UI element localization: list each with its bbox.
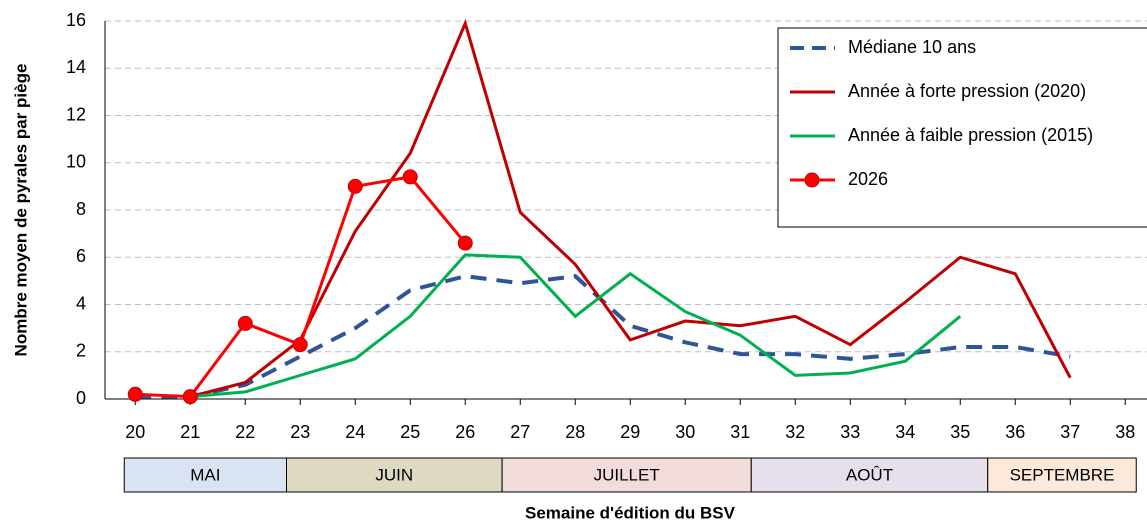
series-marker xyxy=(127,386,143,402)
y-tick-label: 0 xyxy=(76,388,86,408)
x-tick-label: 28 xyxy=(565,422,585,442)
month-label: JUIN xyxy=(375,465,413,484)
x-tick-label: 24 xyxy=(345,422,365,442)
legend-label: Médiane 10 ans xyxy=(848,37,976,57)
y-tick-label: 2 xyxy=(76,341,86,361)
x-tick-label: 36 xyxy=(1005,422,1025,442)
series-marker xyxy=(457,235,473,251)
x-tick-label: 38 xyxy=(1115,422,1135,442)
series-marker xyxy=(182,389,198,405)
series-line xyxy=(189,18,1072,399)
x-tick-label: 29 xyxy=(620,422,640,442)
x-axis-label: Semaine d'édition du BSV xyxy=(525,503,736,522)
y-tick-label: 10 xyxy=(66,152,86,172)
x-tick-label: 37 xyxy=(1060,422,1080,442)
legend-label: 2026 xyxy=(848,169,888,189)
y-tick-label: 4 xyxy=(76,293,86,313)
x-tick-label: 32 xyxy=(785,422,805,442)
series-marker xyxy=(237,315,253,331)
legend-box xyxy=(777,27,1147,228)
legend-marker xyxy=(804,172,820,188)
month-band xyxy=(501,457,752,493)
month-label: SEPTEMBRE xyxy=(1010,465,1115,484)
series-marker xyxy=(347,178,363,194)
x-tick-label: 30 xyxy=(675,422,695,442)
x-tick-label: 26 xyxy=(455,422,475,442)
y-axis-label: Nombre moyen de pyrales par piège xyxy=(11,64,30,357)
x-tick-label: 34 xyxy=(895,422,915,442)
month-band xyxy=(286,457,503,493)
x-tick-label: 22 xyxy=(235,422,255,442)
month-label: AOÛT xyxy=(846,465,893,484)
y-tick-label: 16 xyxy=(66,10,86,30)
series-marker xyxy=(402,169,418,185)
series-marker xyxy=(292,337,308,353)
x-tick-label: 31 xyxy=(730,422,750,442)
x-tick-label: 25 xyxy=(400,422,420,442)
month-band xyxy=(987,457,1137,493)
x-tick-label: 27 xyxy=(510,422,530,442)
y-tick-label: 12 xyxy=(66,104,86,124)
x-tick-label: 33 xyxy=(840,422,860,442)
y-tick-label: 14 xyxy=(66,57,86,77)
month-band xyxy=(750,457,989,493)
legend-label: Année à faible pression (2015) xyxy=(848,125,1093,145)
month-label: MAI xyxy=(190,465,220,484)
y-tick-label: 6 xyxy=(76,246,86,266)
x-tick-label: 21 xyxy=(180,422,200,442)
legend-label: Année à forte pression (2020) xyxy=(848,81,1086,101)
series-line xyxy=(190,253,962,399)
x-tick-label: 23 xyxy=(290,422,310,442)
month-label: JUILLET xyxy=(594,465,660,484)
x-tick-label: 35 xyxy=(950,422,970,442)
y-tick-label: 8 xyxy=(76,199,86,219)
legend: Médiane 10 ans Année à forte pression (20… xyxy=(777,27,1147,228)
x-tick-label: 20 xyxy=(125,422,145,442)
